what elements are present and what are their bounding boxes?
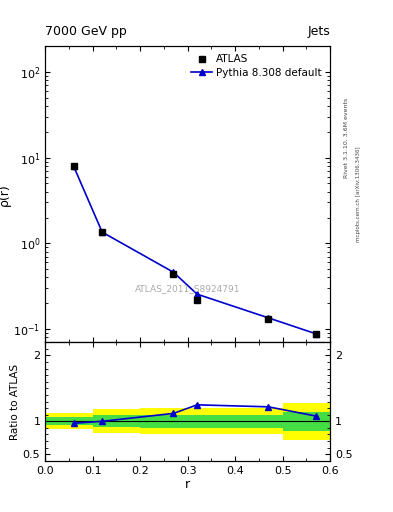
Y-axis label: ρ(r): ρ(r) bbox=[0, 183, 11, 206]
Pythia 8.308 default bbox=[171, 269, 176, 275]
ATLAS bbox=[266, 316, 271, 323]
Text: Rivet 3.1.10, 3.6M events: Rivet 3.1.10, 3.6M events bbox=[344, 98, 349, 178]
X-axis label: r: r bbox=[185, 478, 190, 492]
Line: ATLAS: ATLAS bbox=[71, 163, 319, 337]
Pythia 8.308 default bbox=[195, 291, 200, 297]
ATLAS bbox=[72, 163, 76, 169]
Line: Pythia 8.308 default: Pythia 8.308 default bbox=[71, 163, 319, 337]
Y-axis label: Ratio to ATLAS: Ratio to ATLAS bbox=[10, 364, 20, 440]
ATLAS bbox=[171, 271, 176, 277]
Pythia 8.308 default bbox=[266, 315, 271, 321]
ATLAS bbox=[314, 331, 318, 337]
Pythia 8.308 default bbox=[72, 163, 76, 169]
Text: ATLAS_2011_S8924791: ATLAS_2011_S8924791 bbox=[135, 285, 241, 293]
Text: 7000 GeV pp: 7000 GeV pp bbox=[45, 26, 127, 38]
ATLAS bbox=[100, 229, 105, 235]
ATLAS bbox=[195, 296, 200, 303]
Legend: ATLAS, Pythia 8.308 default: ATLAS, Pythia 8.308 default bbox=[188, 51, 325, 81]
Pythia 8.308 default bbox=[100, 229, 105, 235]
Pythia 8.308 default bbox=[314, 331, 318, 337]
Text: Jets: Jets bbox=[307, 26, 330, 38]
Text: mcplots.cern.ch [arXiv:1306.3436]: mcplots.cern.ch [arXiv:1306.3436] bbox=[356, 147, 361, 242]
